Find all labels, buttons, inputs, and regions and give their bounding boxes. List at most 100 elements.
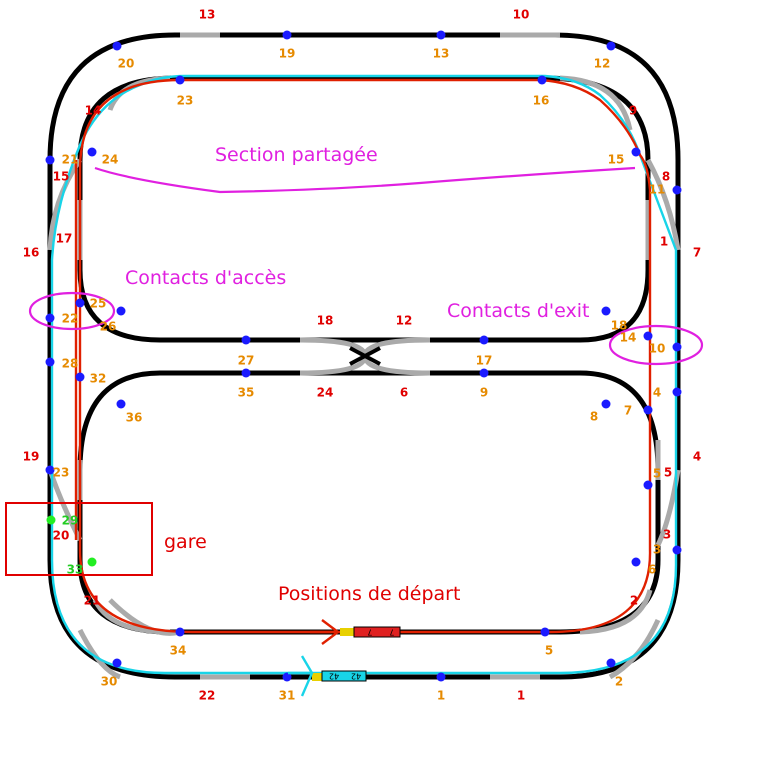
contact: [672, 342, 682, 352]
contact-label: 20: [118, 57, 135, 71]
block-label: 8: [662, 170, 670, 184]
block-label: 17: [56, 232, 73, 246]
contact-label: 32: [90, 372, 107, 386]
block-label: 14: [85, 104, 102, 118]
contact: [116, 306, 126, 316]
contact-label: 10: [649, 342, 666, 356]
contact-label: 5: [653, 467, 661, 481]
block-labels: 13 10 14 9 15 8 16 1 7 18 12 19 4 5 3 20…: [23, 8, 702, 703]
contact: [175, 75, 185, 85]
block-label: 1: [660, 235, 668, 249]
contact-label: 24: [102, 153, 119, 167]
station-contact-label: 29: [62, 514, 79, 528]
contact-label: 21: [62, 153, 79, 167]
contact-label: 17: [476, 354, 493, 368]
station-contact-labels: 29 33: [62, 514, 84, 577]
shared-section-line: [94, 166, 636, 194]
exit-contacts-label: Contacts d'exit: [447, 300, 589, 322]
contact-label: 36: [126, 411, 143, 425]
station-contact-label: 33: [67, 563, 84, 577]
contact-label: 16: [533, 94, 550, 108]
contact: [45, 465, 55, 475]
station-contact: [46, 515, 56, 525]
block-label: 24: [317, 386, 334, 400]
contact-label: 18: [611, 319, 628, 333]
exit-contacts-ellipse: [608, 324, 704, 366]
red-train-label: 7: [367, 628, 372, 637]
contact: [643, 331, 653, 341]
contact: [436, 30, 446, 40]
contact: [282, 30, 292, 40]
contact-label: 9: [480, 386, 488, 400]
contact: [112, 658, 122, 668]
block-label: 15: [53, 170, 70, 184]
contact: [606, 41, 616, 51]
cyan-train-label-2: 42: [351, 672, 361, 681]
contact-label: 15: [608, 153, 625, 167]
contact: [75, 298, 85, 308]
contact: [175, 627, 185, 637]
contact: [45, 357, 55, 367]
contact: [479, 335, 489, 345]
contact-label: 34: [170, 644, 187, 658]
contact: [45, 155, 55, 165]
shared-section-label: Section partagée: [215, 144, 378, 166]
block-label: 1: [517, 689, 525, 703]
contact: [479, 368, 489, 378]
contact: [672, 545, 682, 555]
contact-label: 27: [238, 354, 255, 368]
contact-label: 8: [590, 410, 598, 424]
block-label: 19: [23, 450, 40, 464]
contact: [643, 480, 653, 490]
contact-labels: 20 19 13 12 23 16 21 24 15 11 25 22 26 2…: [53, 47, 666, 703]
red-bumper-icon: [310, 619, 340, 645]
block-label: 21: [84, 594, 101, 608]
block-label: 4: [693, 450, 701, 464]
contact-label: 13: [433, 47, 450, 61]
contact-label: 1: [437, 689, 445, 703]
contact: [631, 557, 641, 567]
block-label: 7: [693, 246, 701, 260]
block-label: 2: [630, 594, 638, 608]
contact-label: 4: [653, 386, 661, 400]
contact-label: 35: [238, 386, 255, 400]
contact: [75, 372, 85, 382]
block-label: 20: [53, 529, 70, 543]
block-label: 5: [664, 466, 672, 480]
contact-label: 2: [615, 675, 623, 689]
contact-label: 11: [649, 183, 666, 197]
contact: [45, 313, 55, 323]
contact: [601, 399, 611, 409]
contact: [436, 672, 446, 682]
contact: [672, 387, 682, 397]
contacts: [45, 30, 682, 682]
block-label: 6: [400, 386, 408, 400]
contact: [241, 368, 251, 378]
contact-label: 22: [62, 312, 79, 326]
contact-label: 6: [648, 563, 656, 577]
block-label: 12: [396, 314, 413, 328]
contact: [540, 627, 550, 637]
contact-label: 30: [101, 675, 118, 689]
contact: [601, 306, 611, 316]
contact-label: 23: [53, 466, 70, 480]
block-label: 16: [23, 246, 40, 260]
contact-label: 5: [545, 644, 553, 658]
contact-label: 25: [90, 297, 107, 311]
contact-label: 19: [279, 47, 296, 61]
contact: [241, 335, 251, 345]
red-route: [78, 78, 652, 634]
red-train-label-2: 7: [389, 628, 394, 637]
block-label: 22: [199, 689, 216, 703]
block-label: 3: [663, 528, 671, 542]
contact-label: 26: [100, 320, 117, 334]
access-contacts-ellipse: [28, 291, 116, 331]
station-label: gare: [164, 531, 207, 553]
contact: [672, 185, 682, 195]
contact-label: 3: [653, 543, 661, 557]
block-label: 13: [199, 8, 216, 22]
contact-label: 7: [624, 404, 632, 418]
contact: [631, 147, 641, 157]
crossover: [299, 337, 431, 376]
